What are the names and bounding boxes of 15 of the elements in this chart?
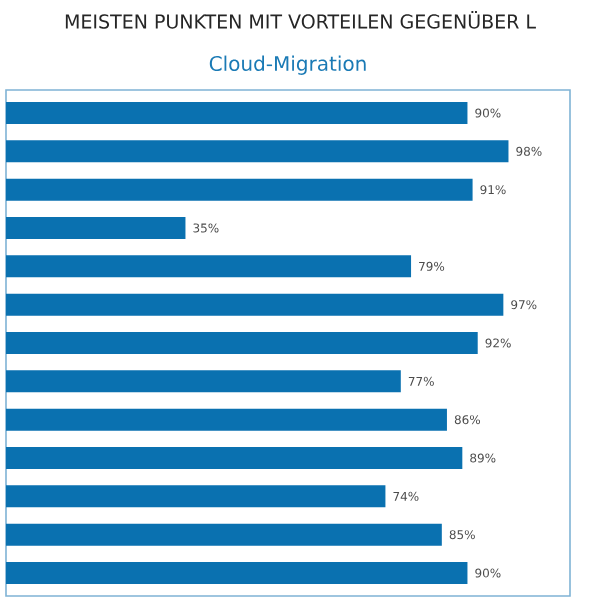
bar [6,217,186,239]
bar [6,102,468,124]
bar [6,293,504,316]
bar [6,447,463,470]
bar [6,370,401,393]
bar [6,140,509,163]
text: MEISTEN PUNKTEN MIT VORTEILEN GEGENÜBER L [65,11,536,29]
bar [6,408,447,431]
bar [6,562,468,585]
chart-title: Cloud-Migration [209,55,366,75]
bar [6,485,386,508]
bar [6,255,412,278]
bar [6,178,473,201]
bar [6,523,442,546]
bar [6,332,478,355]
